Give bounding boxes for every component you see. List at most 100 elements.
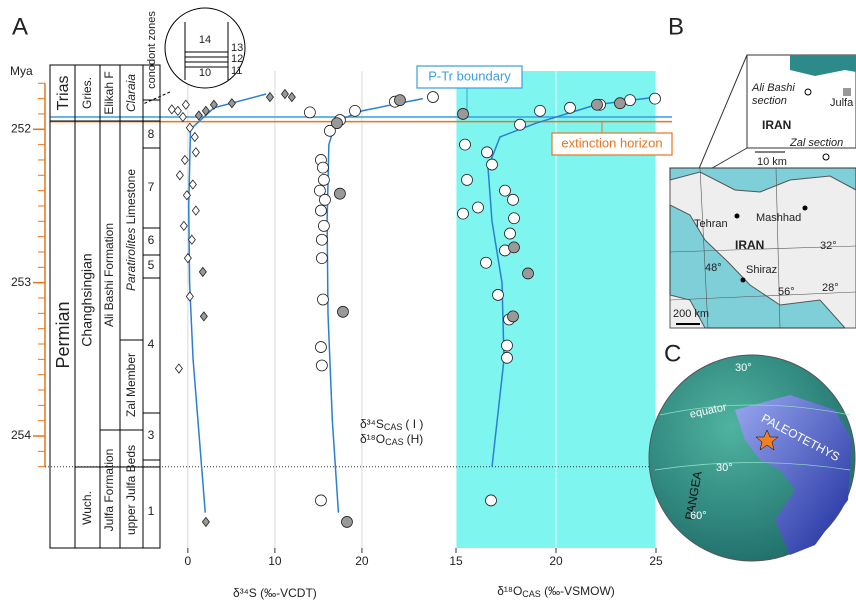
circle-point	[592, 99, 603, 110]
circle-point	[481, 257, 492, 268]
circle-point	[317, 162, 328, 173]
legend-entry: δ³⁴SCAS( I )	[360, 417, 423, 432]
y-tick-label: 254	[11, 428, 31, 442]
x2-axis-title-part: δ¹⁸O	[497, 584, 522, 598]
circle-point	[427, 92, 438, 103]
x-tick-label: 20	[549, 554, 563, 568]
member: Claraia	[124, 74, 138, 112]
circle-point	[482, 147, 493, 158]
circle-point	[319, 194, 330, 205]
diamond-point	[192, 206, 199, 215]
circle-point	[337, 306, 348, 317]
circle-point	[515, 119, 526, 130]
y-tick-label: 252	[11, 121, 31, 135]
diamond-point	[228, 99, 235, 108]
circle-point	[334, 188, 345, 199]
circle-point	[535, 105, 546, 116]
trend-curve	[189, 94, 266, 513]
circle-point	[473, 202, 484, 213]
circle-point	[458, 208, 469, 219]
scale-label: 200 km	[673, 308, 709, 320]
circle-point	[502, 340, 513, 351]
x-tick-label: 25	[649, 554, 663, 568]
y-tick-label: 253	[11, 275, 31, 289]
zone: 3	[148, 428, 155, 442]
circle-point	[316, 360, 327, 371]
diamond-point	[200, 312, 207, 321]
circle-point	[509, 213, 520, 224]
map-label: Shiraz	[746, 264, 777, 276]
y-axis-title: Mya	[10, 64, 33, 78]
diamond-point	[184, 254, 191, 263]
map-label: 48°	[705, 262, 722, 274]
globe: 30° equator PALEOTETHYS PANGEA 30° 60°	[649, 355, 855, 561]
globe-label: 30°	[716, 462, 733, 474]
circle-point	[349, 105, 360, 116]
circle-point	[523, 268, 534, 279]
callout-label: P-Tr boundary	[428, 68, 511, 83]
legend-part: ( I )	[405, 417, 423, 431]
circle-point	[331, 118, 342, 129]
map-label: Tehran	[694, 218, 728, 230]
member-part: Paratirolites	[124, 228, 138, 291]
city	[741, 278, 746, 283]
circle-point	[487, 159, 498, 170]
diamond-point	[199, 267, 206, 276]
stage: Wuch.	[80, 491, 94, 525]
zone: 1	[148, 504, 155, 518]
circle-point	[315, 205, 326, 216]
inset-zone: 12	[231, 53, 243, 65]
zone: 7	[148, 180, 155, 194]
diamond-point	[191, 132, 198, 141]
site	[823, 154, 829, 160]
diamond-point	[288, 93, 295, 102]
circle-point	[304, 107, 315, 118]
site	[805, 89, 811, 95]
x-axis-title: δ³⁴S (‰-VCDT)	[233, 586, 317, 600]
city	[735, 214, 740, 219]
inset-connector	[143, 92, 170, 104]
town	[843, 88, 851, 96]
inset-zone: 11	[231, 65, 242, 77]
inset-zone: 10	[199, 67, 211, 79]
map: Ali Bashi section Julfa IRAN Zal section…	[670, 55, 856, 328]
circle-point	[462, 174, 473, 185]
formation: Ali Bashi Formation	[102, 223, 116, 327]
map-label: Ali Bashi	[751, 82, 795, 94]
map-label: 32°	[820, 240, 837, 252]
x2-axis-title: δ¹⁸OCAS (‰-VSMOW)	[497, 584, 615, 599]
inset-zone: 14	[199, 34, 211, 46]
diamond-point	[180, 221, 187, 230]
diamond-point	[189, 180, 196, 189]
member-part: Limestone	[124, 169, 138, 225]
diamond-point	[179, 113, 186, 122]
panel-letter: B	[668, 13, 684, 40]
map-label: Mashhad	[756, 212, 801, 224]
circle-point	[505, 228, 516, 239]
city	[803, 206, 808, 211]
legend-part: CAS	[385, 437, 404, 447]
circle-point	[318, 220, 329, 231]
circle-point	[458, 108, 469, 119]
circle-point	[508, 311, 519, 322]
circle-point	[508, 194, 519, 205]
diamond-point	[192, 148, 199, 157]
stage: Changhsingian	[79, 253, 95, 346]
system: Trias	[55, 76, 72, 111]
x-tick-label: 20	[355, 554, 369, 568]
x-tick-label: 0	[185, 554, 192, 568]
strat-labels: Trias Permian Gries. Changhsingian Wuch.…	[53, 11, 244, 535]
circle-point	[502, 352, 513, 363]
diamond-point	[174, 106, 181, 115]
member: upper Julfa Beds	[124, 445, 138, 535]
map-label: 56°	[778, 286, 795, 298]
diamond-point	[176, 171, 183, 180]
map-label: Julfa	[830, 97, 854, 109]
system: Permian	[53, 301, 73, 368]
x-tick-label: 15	[449, 554, 463, 568]
circle-point	[500, 185, 511, 196]
legend-part: δ¹⁸O	[360, 432, 385, 446]
circle-point	[315, 495, 326, 506]
formation: Julfa Formation	[102, 449, 116, 532]
map-label: section	[752, 95, 787, 107]
